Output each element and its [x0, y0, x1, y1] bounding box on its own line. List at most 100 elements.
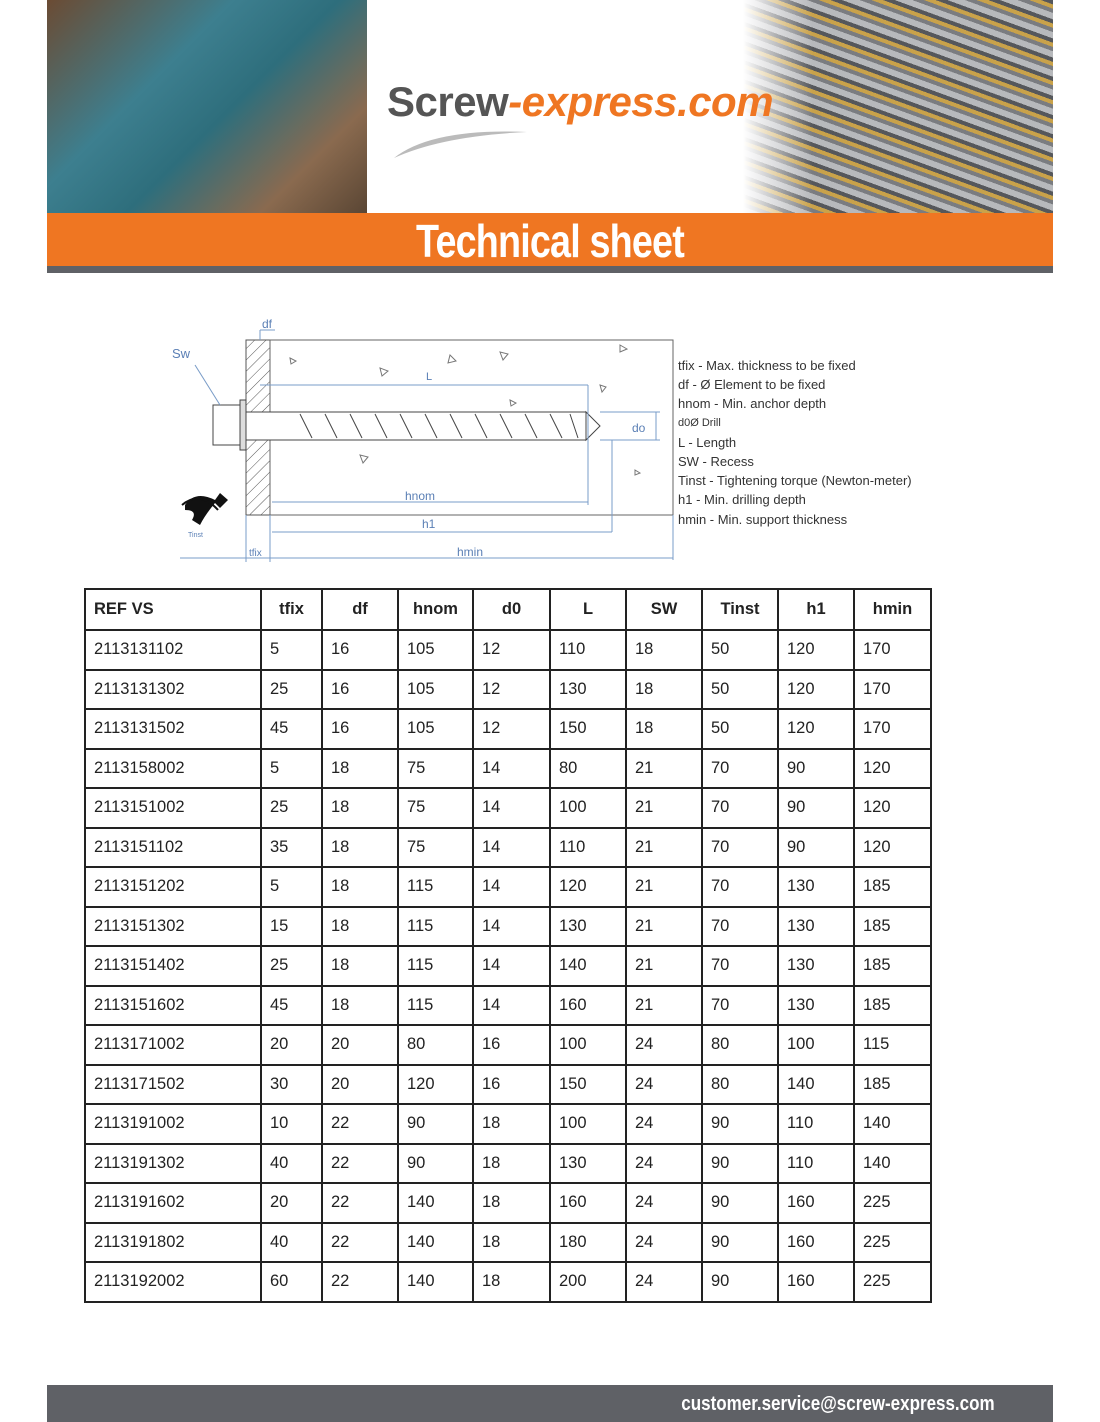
table-cell: 110 [777, 1142, 855, 1184]
dimension-labels: Sw df L do hnom h1 hmin tfix Tinst [172, 317, 646, 559]
table-cell: 80 [701, 1063, 779, 1105]
table-cell: 90 [397, 1142, 474, 1184]
table-cell: 18 [321, 826, 399, 868]
column-header: REF VS [84, 588, 262, 631]
table-cell: 120 [777, 668, 855, 710]
table-cell: 160 [549, 984, 627, 1026]
table-cell: 140 [397, 1182, 474, 1224]
table-cell: 14 [472, 826, 551, 868]
table-cell: 40 [260, 1142, 323, 1184]
table-cell: 16 [321, 668, 399, 710]
column-header: hmin [853, 588, 932, 631]
table-cell: 21 [625, 945, 703, 987]
table-row: 2113171002 20 20 80 16 100 24 80 100 115 [84, 1024, 932, 1066]
table-row: 2113151102 35 18 75 14 110 21 70 90 120 [84, 826, 932, 868]
table-cell: 16 [321, 629, 399, 671]
table-cell: 170 [853, 629, 932, 671]
table-cell: 80 [701, 1024, 779, 1066]
svg-text:df: df [262, 317, 273, 331]
table-cell: 20 [321, 1063, 399, 1105]
table-row: 2113151302 15 18 115 14 130 21 70 130 185 [84, 905, 932, 947]
table-cell: 150 [549, 708, 627, 750]
table-cell: 24 [625, 1063, 703, 1105]
table-cell: 24 [625, 1024, 703, 1066]
table-cell: 90 [701, 1261, 779, 1303]
table-cell: 100 [549, 1103, 627, 1145]
table-cell: 18 [321, 945, 399, 987]
table-cell: 185 [853, 1063, 932, 1105]
table-cell: 70 [701, 945, 779, 987]
table-row: 2113191602 20 22 140 18 160 24 90 160 225 [84, 1182, 932, 1224]
table-cell: 14 [472, 866, 551, 908]
table-cell: 90 [777, 826, 855, 868]
table-cell: 130 [777, 905, 855, 947]
table-cell: 18 [472, 1103, 551, 1145]
table-cell: 21 [625, 866, 703, 908]
table-cell: 160 [777, 1261, 855, 1303]
table-cell: 21 [625, 905, 703, 947]
table-cell: 185 [853, 866, 932, 908]
table-cell: 100 [549, 787, 627, 829]
column-header: SW [625, 588, 703, 631]
table-cell: 21 [625, 984, 703, 1026]
column-header: tfix [260, 588, 323, 631]
table-cell: 115 [397, 984, 474, 1026]
table-cell: 14 [472, 945, 551, 987]
legend: tfix - Max. thickness to be fixed df - Ø… [678, 358, 912, 527]
table-cell: 130 [549, 905, 627, 947]
table-cell: 110 [549, 629, 627, 671]
table-cell: 22 [321, 1103, 399, 1145]
table-cell: 75 [397, 747, 474, 789]
table-cell: 2113171002 [84, 1024, 262, 1066]
table-cell: 21 [625, 826, 703, 868]
page-title: Technical sheet [416, 215, 685, 267]
table-cell: 2113192002 [84, 1261, 262, 1303]
table-cell: 2113151002 [84, 787, 262, 829]
table-cell: 2113131102 [84, 629, 262, 671]
table-cell: 18 [321, 787, 399, 829]
table-cell: 70 [701, 984, 779, 1026]
table-cell: 24 [625, 1182, 703, 1224]
table-cell: 2113131302 [84, 668, 262, 710]
logo-swoosh [394, 131, 527, 158]
table-cell: 150 [549, 1063, 627, 1105]
table-cell: 140 [777, 1063, 855, 1105]
table-cell: 60 [260, 1261, 323, 1303]
table-cell: 100 [777, 1024, 855, 1066]
table-cell: 24 [625, 1221, 703, 1263]
table-row: 2113158002 5 18 75 14 80 21 70 90 120 [84, 747, 932, 789]
table-cell: 115 [853, 1024, 932, 1066]
table-row: 2113131302 25 16 105 12 130 18 50 120 170 [84, 668, 932, 710]
table-cell: 120 [549, 866, 627, 908]
table-cell: 18 [472, 1142, 551, 1184]
table-cell: 170 [853, 708, 932, 750]
table-cell: 105 [397, 708, 474, 750]
table-cell: 25 [260, 787, 323, 829]
table-cell: 18 [472, 1182, 551, 1224]
table-cell: 160 [777, 1221, 855, 1263]
table-cell: 2113131502 [84, 708, 262, 750]
table-row: 2113151402 25 18 115 14 140 21 70 130 185 [84, 945, 932, 987]
table-cell: 12 [472, 708, 551, 750]
table-cell: 105 [397, 668, 474, 710]
table-cell: 20 [260, 1024, 323, 1066]
table-cell: 24 [625, 1142, 703, 1184]
table-cell: 185 [853, 945, 932, 987]
table-cell: 40 [260, 1221, 323, 1263]
table-cell: 16 [472, 1063, 551, 1105]
table-cell: 225 [853, 1261, 932, 1303]
table-cell: 130 [549, 1142, 627, 1184]
table-cell: 20 [260, 1182, 323, 1224]
table-cell: 2113191602 [84, 1182, 262, 1224]
column-header: df [321, 588, 399, 631]
table-cell: 16 [472, 1024, 551, 1066]
table-cell: 75 [397, 787, 474, 829]
table-cell: 70 [701, 747, 779, 789]
table-cell: 185 [853, 905, 932, 947]
table-cell: 12 [472, 629, 551, 671]
table-cell: 24 [625, 1261, 703, 1303]
table-cell: 90 [397, 1103, 474, 1145]
table-cell: 45 [260, 984, 323, 1026]
table-cell: 140 [853, 1142, 932, 1184]
